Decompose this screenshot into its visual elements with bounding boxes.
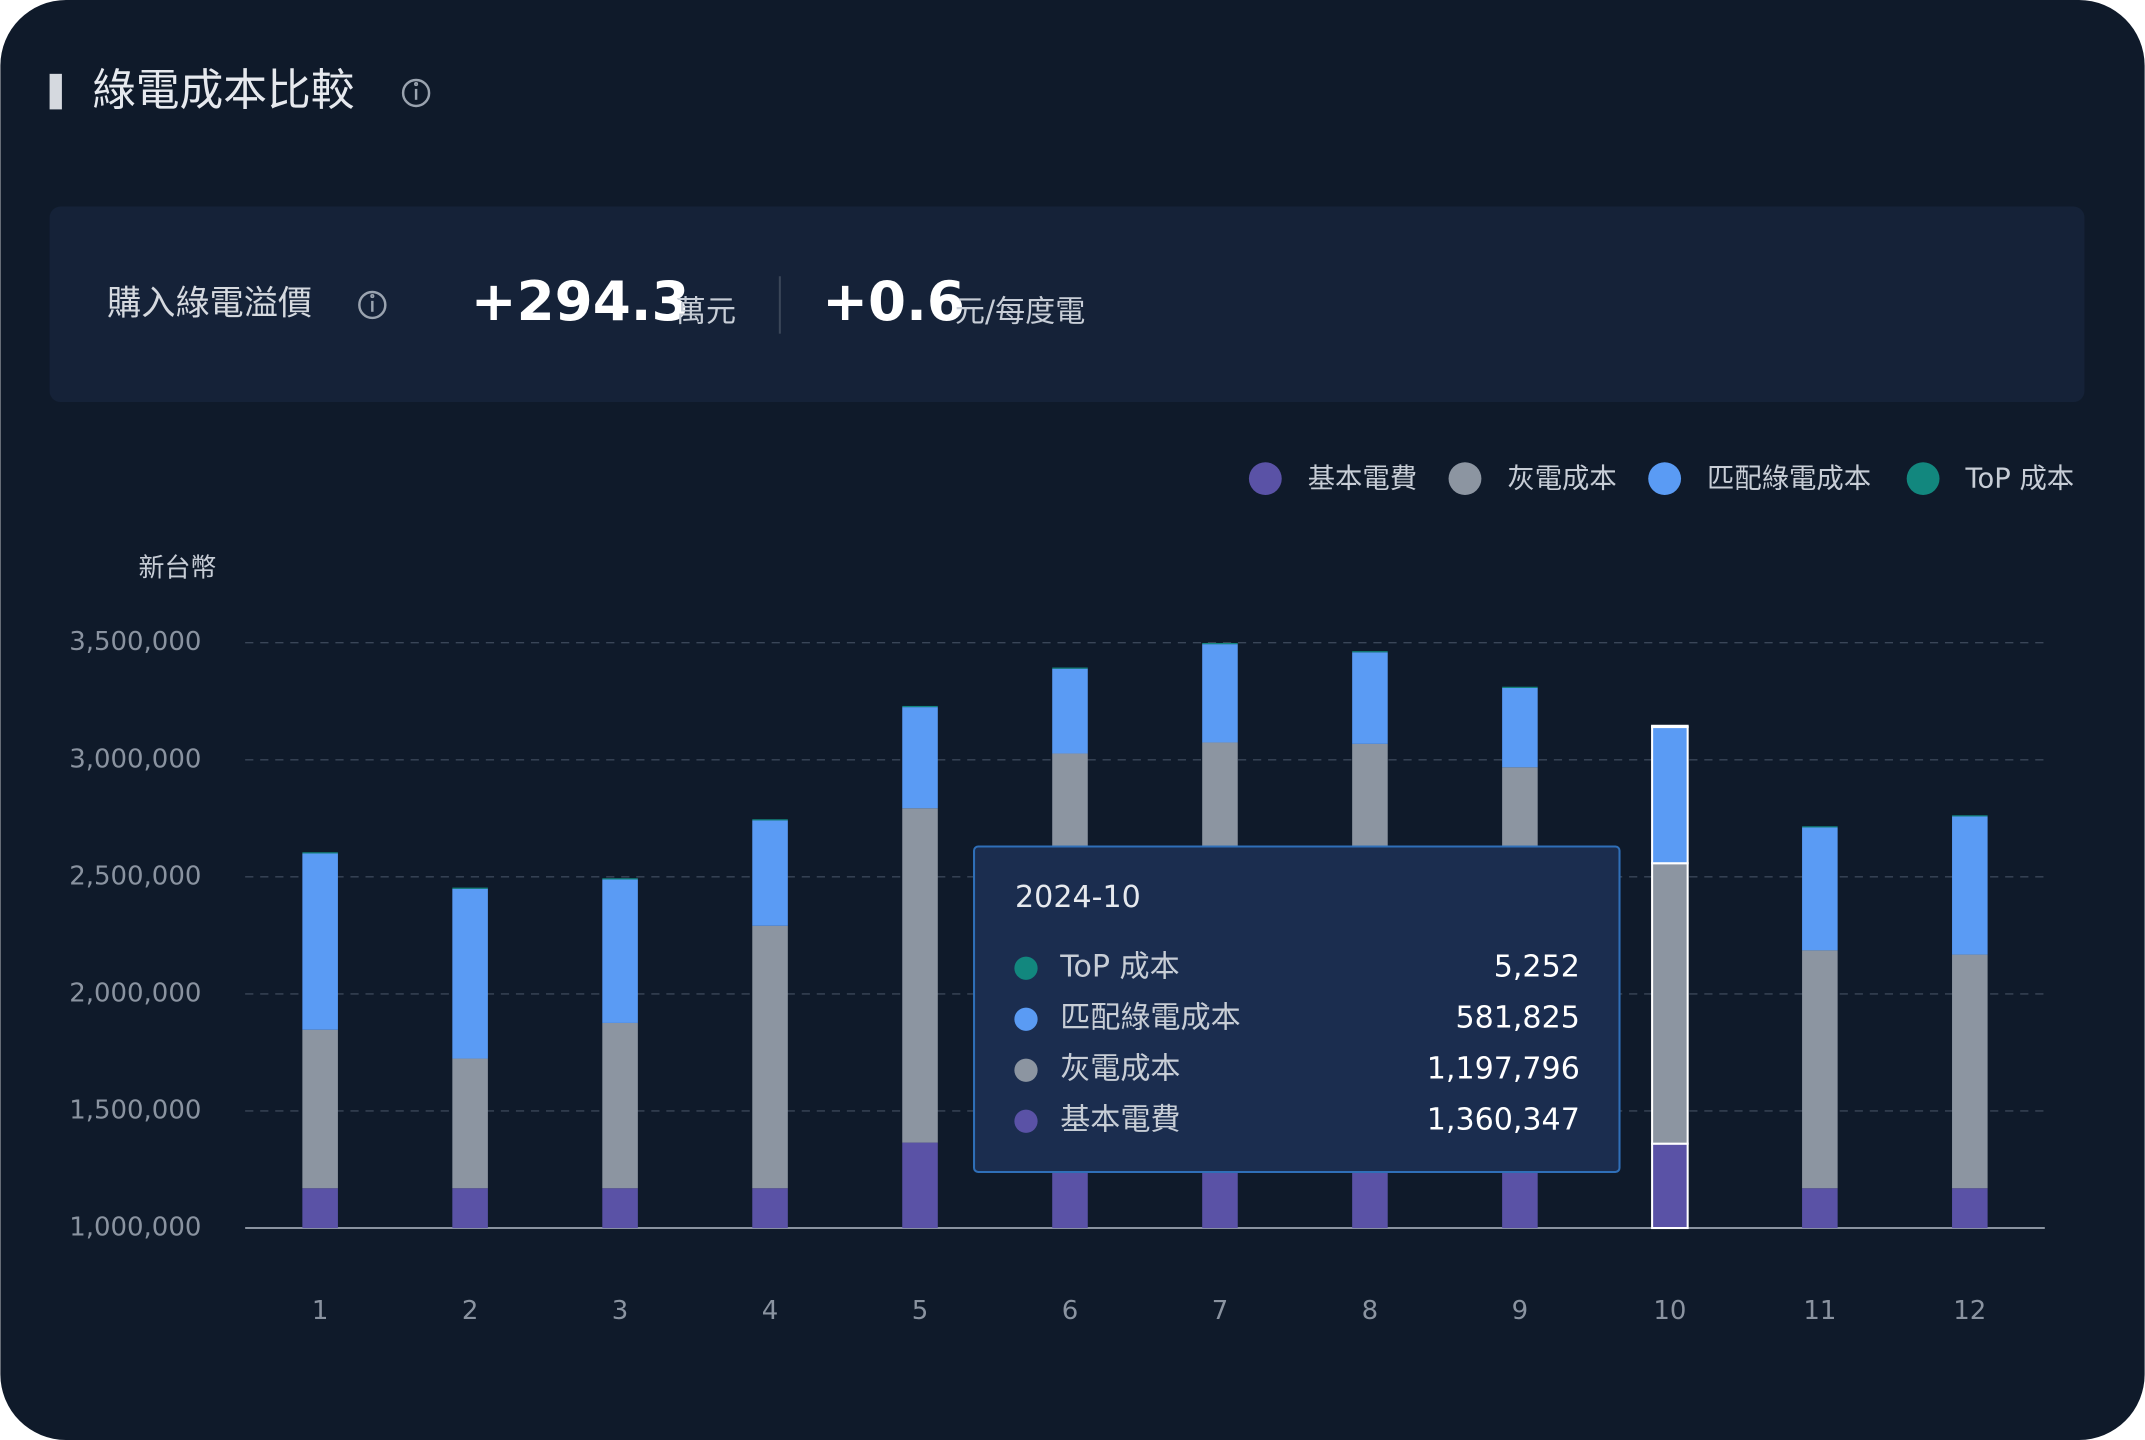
y-tick-label: 3,500,000	[69, 627, 201, 657]
bar-segment	[452, 887, 488, 889]
bar-segment	[1052, 668, 1088, 754]
y-tick-label: 3,000,000	[69, 744, 201, 774]
bar-segment	[902, 707, 938, 809]
bar-segment	[452, 1188, 488, 1229]
bar-segment	[1952, 815, 1988, 817]
legend-label: 匹配綠電成本	[1707, 463, 1871, 494]
bar-segment	[1651, 1142, 1689, 1230]
y-tick-label: 2,500,000	[69, 861, 201, 891]
bar-segment	[1202, 642, 1238, 645]
bar-segment	[1352, 652, 1388, 744]
y-axis-title: 新台幣	[138, 553, 216, 583]
y-tick-label: 1,000,000	[69, 1213, 201, 1243]
card-title: 綠電成本比較	[92, 65, 355, 116]
summary-value-2: +0.6	[822, 269, 965, 333]
tooltip-value: 5,252	[1494, 950, 1580, 985]
bar-segment	[452, 1058, 488, 1189]
x-tick-label: 9	[1512, 1296, 1529, 1326]
tooltip-swatch	[1014, 956, 1038, 980]
legend-label: 基本電費	[1308, 463, 1417, 494]
tooltip-swatch	[1014, 1058, 1038, 1082]
bar-segment	[302, 1188, 338, 1229]
bar-segment	[902, 705, 938, 708]
tooltip-title: 2024-10	[1015, 880, 1141, 915]
bar-segment	[752, 820, 788, 926]
y-tick-label: 1,500,000	[69, 1095, 201, 1125]
x-tick-label: 2	[462, 1296, 479, 1326]
x-tick-label: 5	[912, 1296, 929, 1326]
summary-value: +294.3	[471, 269, 690, 333]
bar-segment	[902, 808, 938, 1143]
y-tick-label: 2,000,000	[69, 978, 201, 1008]
summary-unit-2: 元/每度電	[955, 295, 1085, 330]
bar-segment	[602, 878, 638, 880]
bar-segment	[602, 1188, 638, 1229]
bar-segment	[1952, 1188, 1988, 1229]
legend-swatch	[1248, 462, 1282, 496]
bar-segment	[1952, 816, 1988, 955]
bar-segment	[452, 888, 488, 1059]
bar-segment	[1802, 1188, 1838, 1229]
x-tick-label: 11	[1803, 1296, 1836, 1326]
tooltip: 2024-10 ToP 成本 5,252 匹配綠電成本 581,825 灰電成本 1,197…	[973, 845, 1621, 1173]
bar-segment	[902, 1142, 938, 1229]
bar-segment	[302, 853, 338, 1030]
bar-segment	[1952, 954, 1988, 1189]
x-tick-label: 12	[1953, 1296, 1986, 1326]
bar-segment	[1202, 644, 1238, 743]
x-tick-label: 10	[1653, 1296, 1686, 1326]
bar-segment	[1651, 724, 1689, 729]
title-accent	[49, 73, 62, 110]
tooltip-swatch	[1014, 1109, 1038, 1133]
summary-unit: 萬元	[676, 295, 736, 330]
x-tick-label: 6	[1062, 1296, 1079, 1326]
tooltip-swatch	[1014, 1007, 1038, 1031]
bar-segment	[1802, 826, 1838, 828]
x-tick-label: 7	[1212, 1296, 1229, 1326]
bar-segment	[1802, 950, 1838, 1189]
bar-segment	[1651, 725, 1689, 865]
tooltip-value: 1,360,347	[1427, 1103, 1580, 1138]
tooltip-value: 581,825	[1455, 1001, 1579, 1036]
tooltip-series-name: ToP 成本	[1059, 950, 1180, 985]
summary-label: 購入綠電溢價	[107, 283, 312, 323]
legend-swatch	[1906, 462, 1940, 496]
legend-swatch	[1448, 462, 1482, 496]
legend-swatch	[1648, 462, 1682, 496]
bar-segment	[752, 1188, 788, 1229]
x-tick-label: 4	[762, 1296, 779, 1326]
tooltip-value: 1,197,796	[1427, 1052, 1580, 1087]
legend-label: 灰電成本	[1507, 463, 1616, 494]
x-tick-label: 1	[312, 1296, 329, 1326]
summary-panel	[49, 206, 2085, 403]
bar-segment	[752, 819, 788, 821]
tooltip-series-name: 基本電費	[1060, 1103, 1180, 1138]
bar-segment	[302, 852, 338, 854]
bar-segment	[1651, 862, 1689, 1145]
tooltip-series-name: 匹配綠電成本	[1060, 1001, 1240, 1036]
bar-segment	[602, 1022, 638, 1189]
bar-segment	[602, 879, 638, 1023]
bar-segment	[1052, 667, 1088, 669]
bar-segment	[1802, 827, 1838, 951]
bar-segment	[1502, 686, 1538, 688]
bar-segment	[1352, 651, 1388, 653]
bar-segment	[1502, 687, 1538, 768]
bar-segment	[752, 925, 788, 1189]
tooltip-box	[973, 845, 1621, 1173]
tooltip-series-name: 灰電成本	[1060, 1052, 1180, 1087]
info-icon[interactable]	[401, 78, 431, 108]
bar-segment	[302, 1029, 338, 1189]
x-tick-label: 3	[612, 1296, 629, 1326]
x-tick-label: 8	[1362, 1296, 1379, 1326]
info-icon[interactable]	[358, 290, 387, 320]
legend-label: ToP 成本	[1964, 463, 2074, 494]
